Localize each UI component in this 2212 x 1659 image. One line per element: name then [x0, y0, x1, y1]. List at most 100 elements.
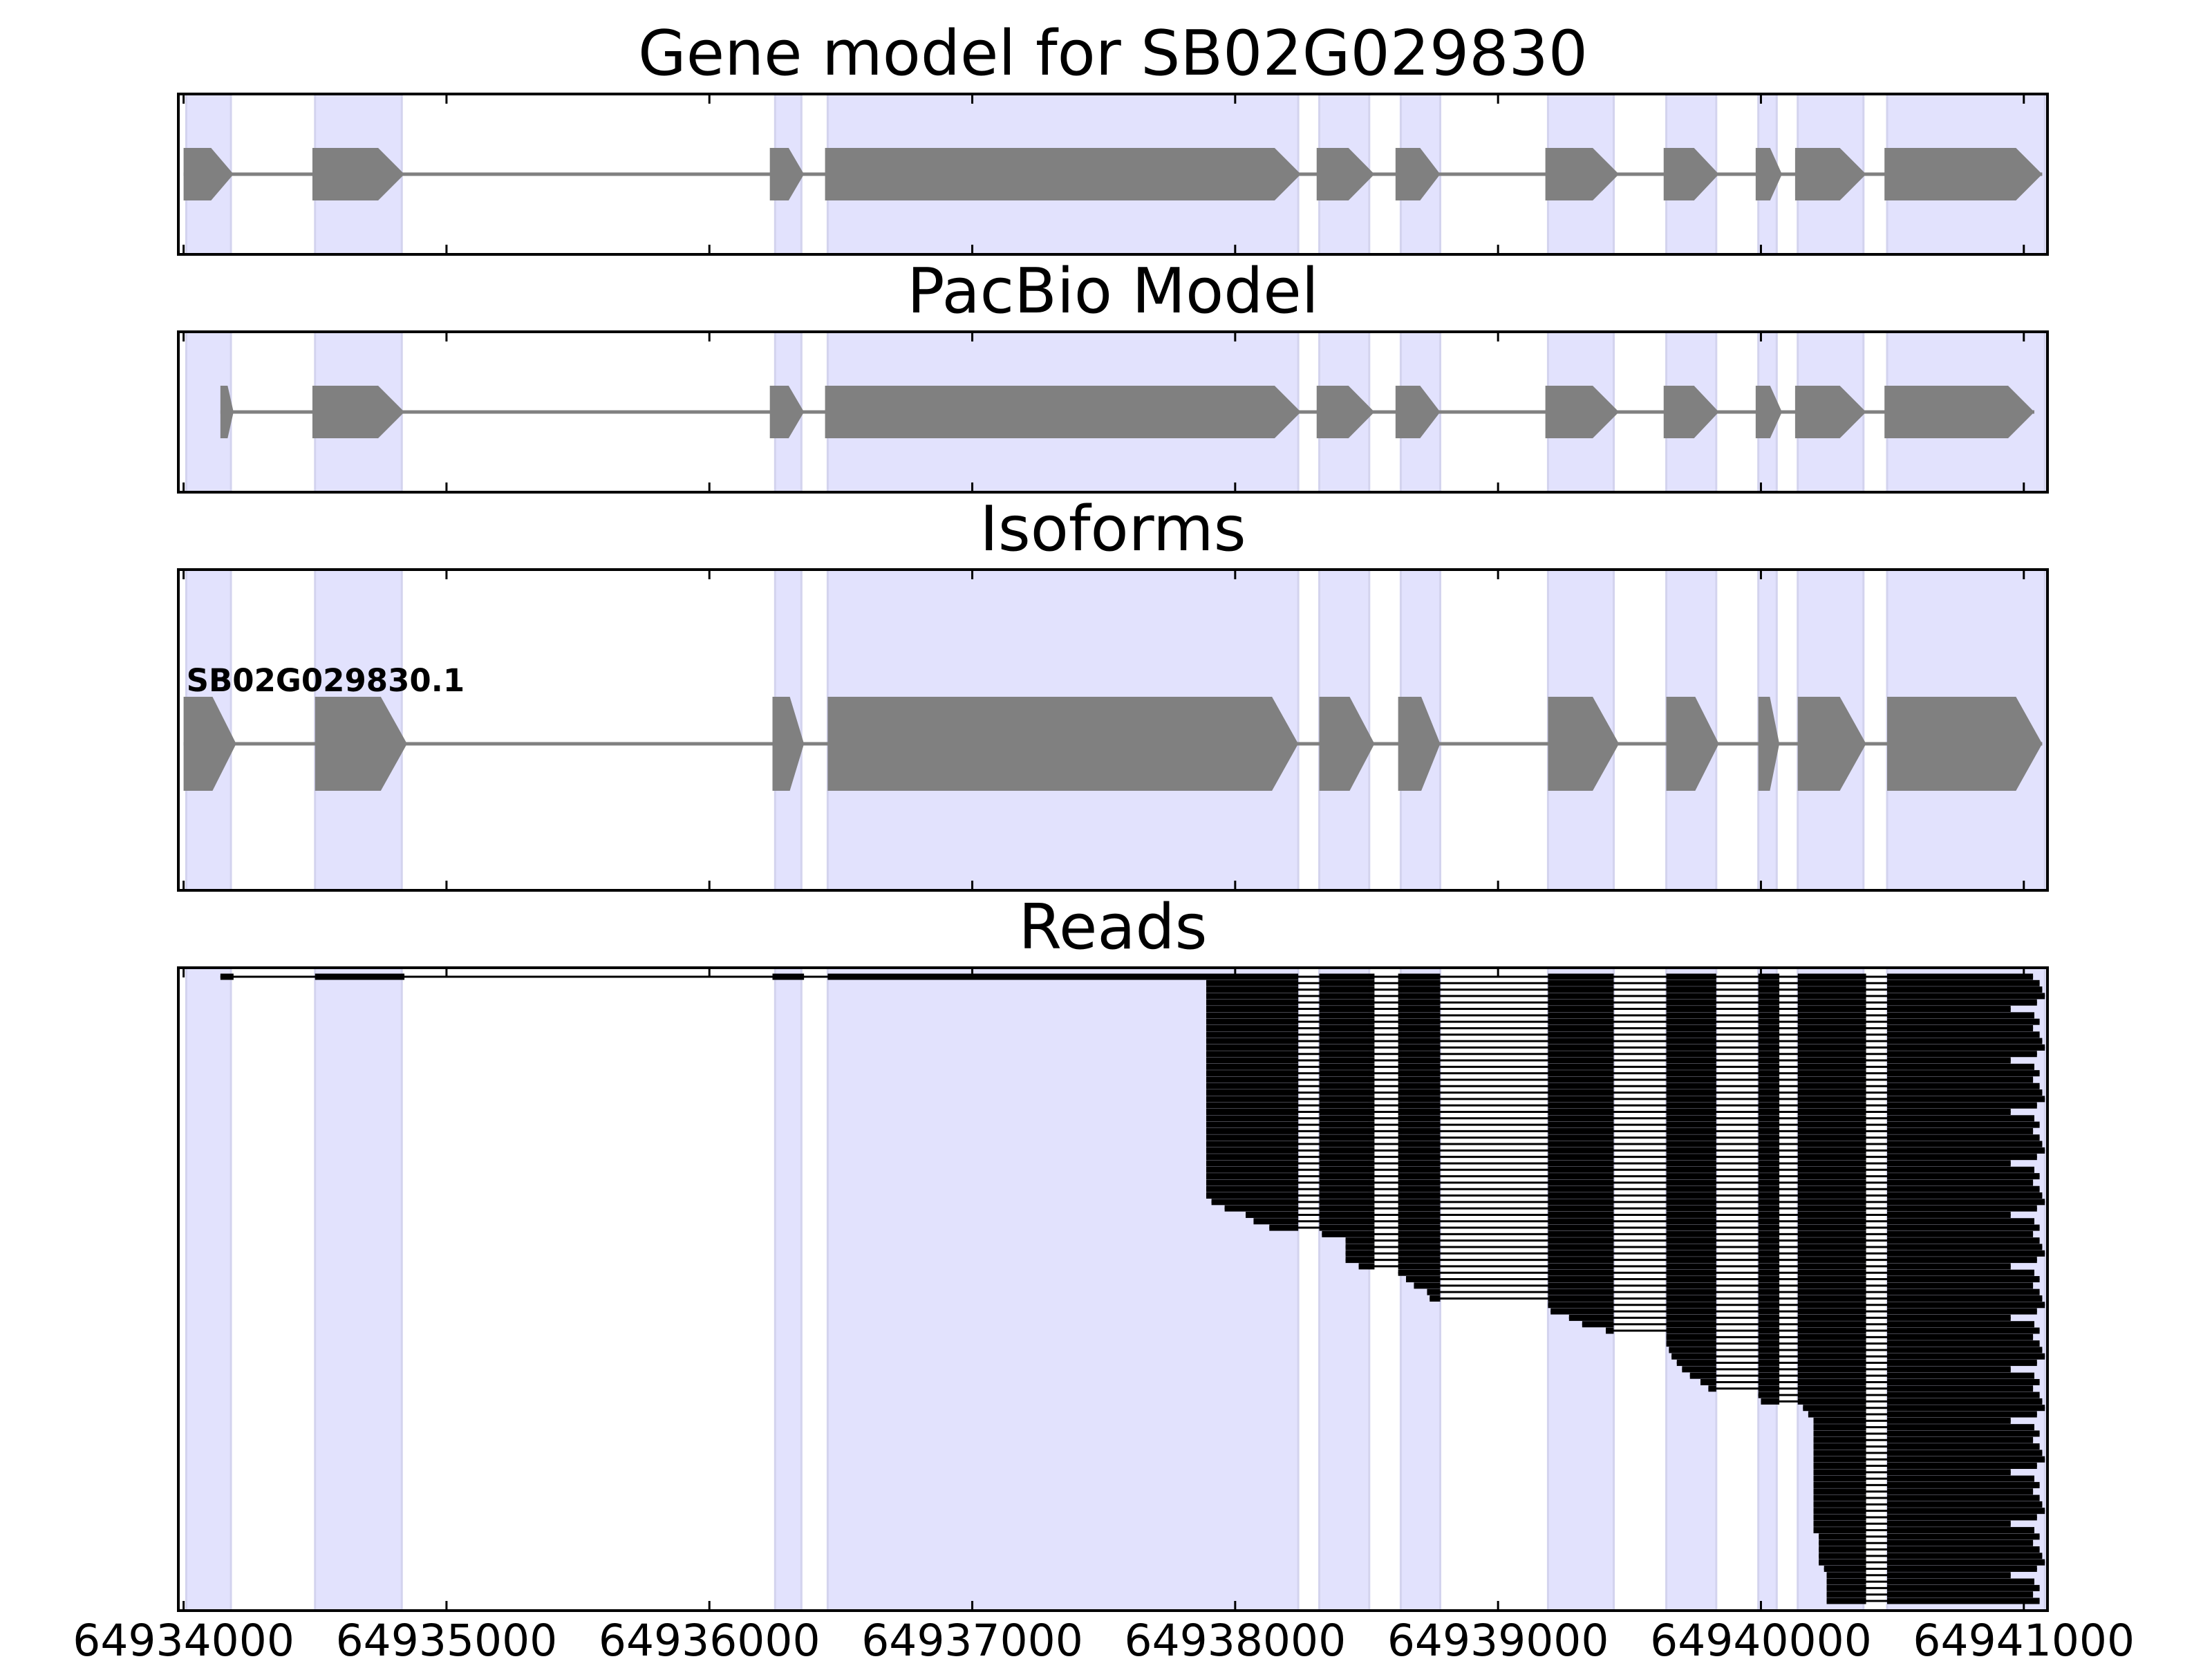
read-block — [1548, 1070, 1614, 1077]
read-block — [1206, 1192, 1299, 1199]
x-tick-label: 64936000 — [599, 1615, 821, 1659]
read-block — [1548, 1012, 1614, 1019]
read-block — [1319, 1006, 1375, 1013]
read-block — [1666, 1044, 1716, 1051]
read-block — [1887, 1546, 2040, 1553]
read-block — [1398, 1141, 1441, 1147]
read-block — [1319, 1044, 1375, 1051]
read-block — [1398, 1076, 1441, 1083]
isoforms-axes — [177, 568, 2049, 892]
read-block — [1797, 1051, 1866, 1058]
read-block — [1758, 1360, 1780, 1367]
read-block — [1797, 1102, 1866, 1109]
read-block — [1398, 1185, 1441, 1192]
x-tick-label: 64934000 — [73, 1615, 294, 1659]
read-block — [1548, 1082, 1614, 1089]
read-block — [1887, 1038, 2043, 1044]
read-block — [1797, 1244, 1866, 1250]
read-block — [1758, 1018, 1780, 1025]
read-block — [1887, 1559, 2045, 1566]
read-block — [1548, 1108, 1614, 1115]
read-block — [1887, 1230, 2034, 1237]
read-block — [1887, 1565, 2037, 1572]
read-block — [1758, 1244, 1780, 1250]
read-block — [1548, 1269, 1614, 1276]
read-block — [1758, 1166, 1780, 1173]
read-block — [1246, 1211, 1299, 1218]
read-block — [1819, 1553, 1866, 1559]
read-block — [1398, 973, 1441, 980]
read-block — [1887, 1463, 2037, 1470]
read-block — [1887, 1333, 2034, 1340]
gene-model-exon — [1794, 148, 1866, 200]
read-block — [1548, 1192, 1614, 1199]
read-block — [1797, 1385, 1866, 1392]
read-block — [1206, 1051, 1299, 1058]
read-block — [1319, 1089, 1375, 1096]
read-block — [1666, 1276, 1716, 1283]
read-block — [1666, 1089, 1716, 1096]
read-block — [1887, 1263, 2011, 1270]
read-block — [1826, 1597, 1866, 1604]
read-block — [1797, 999, 1866, 1006]
read-block — [1548, 1096, 1614, 1103]
read-block — [1797, 1018, 1866, 1025]
panel-titles: Gene model for SB02G029830 PacBio Model … — [638, 17, 1588, 964]
read-block — [1758, 1185, 1780, 1192]
read-block — [1548, 1205, 1614, 1212]
read-block — [1319, 1063, 1375, 1070]
reads-axes — [177, 966, 2049, 1612]
isoform-label: SB02G029830.1 — [187, 662, 465, 699]
read-block — [1797, 1276, 1866, 1283]
read-block — [1206, 1076, 1299, 1083]
read-block — [1666, 1160, 1716, 1167]
read-block — [1887, 1102, 2037, 1109]
read-block — [1666, 1115, 1716, 1122]
read-block — [1666, 1063, 1716, 1070]
read-block — [1666, 1006, 1716, 1013]
read-block — [1887, 1269, 2034, 1276]
read-block — [1666, 1051, 1716, 1058]
read-block — [1206, 1057, 1299, 1064]
read-block — [1797, 1147, 1866, 1154]
read-block — [1797, 1211, 1866, 1218]
read-block — [1797, 1076, 1866, 1083]
read-block — [1548, 1031, 1614, 1038]
pacbio-model-exon — [1395, 386, 1441, 438]
read-block — [1319, 1185, 1375, 1192]
read-block — [1206, 1108, 1299, 1115]
read-block — [1887, 999, 2037, 1006]
read-block — [1887, 1591, 2034, 1598]
read-block — [1887, 1018, 2040, 1025]
read-block — [1797, 1314, 1866, 1321]
read-block — [1319, 1134, 1375, 1141]
read-block — [1758, 1199, 1780, 1206]
x-tick-label: 64939000 — [1387, 1615, 1609, 1659]
read-block — [1548, 1121, 1614, 1128]
read-block — [1666, 980, 1716, 986]
read-block — [1758, 1230, 1780, 1237]
read-block — [1269, 1224, 1299, 1231]
read-block — [1319, 980, 1375, 986]
read-block — [1887, 1192, 2043, 1199]
read-block — [1797, 1269, 1866, 1276]
gene-model-title: Gene model for SB02G029830 — [638, 17, 1588, 90]
read-block — [1319, 1224, 1375, 1231]
read-block — [1887, 1012, 2034, 1019]
read-block — [1887, 1430, 2040, 1437]
read-block — [1548, 1185, 1614, 1192]
read-block — [1887, 1282, 2034, 1289]
read-block — [1548, 1076, 1614, 1083]
read-block — [1797, 1121, 1866, 1128]
read-block — [1797, 1295, 1866, 1302]
read-block — [1758, 1302, 1780, 1309]
read-block — [1666, 1199, 1716, 1206]
read-block — [1398, 1024, 1441, 1031]
read-block — [1676, 1360, 1716, 1367]
read-block — [1319, 1218, 1375, 1225]
read-block — [1758, 1051, 1780, 1058]
read-block — [1548, 1038, 1614, 1044]
read-block — [1206, 1082, 1299, 1089]
read-block — [1206, 1127, 1299, 1134]
read-block — [1887, 1584, 2040, 1591]
